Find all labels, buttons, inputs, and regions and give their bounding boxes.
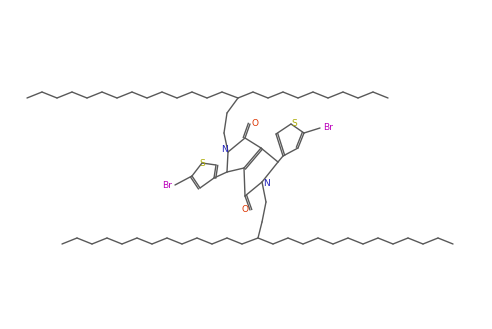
Text: Br: Br: [323, 123, 333, 133]
Text: O: O: [251, 119, 258, 129]
Text: S: S: [199, 159, 205, 167]
Text: Br: Br: [162, 181, 172, 190]
Text: N: N: [220, 145, 227, 155]
Text: N: N: [263, 180, 270, 189]
Text: S: S: [291, 119, 297, 129]
Text: O: O: [242, 206, 248, 215]
